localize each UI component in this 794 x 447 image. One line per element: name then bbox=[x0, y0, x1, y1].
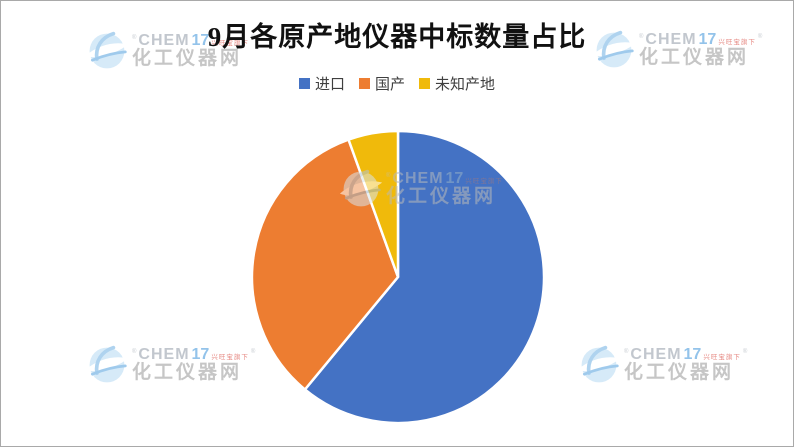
brand-17: 17 bbox=[445, 169, 464, 187]
site-name: 化工仪器网 bbox=[132, 48, 243, 70]
legend-item-unknown: 未知产地 bbox=[419, 73, 495, 94]
brand-tagline: 兴旺宝旗下 bbox=[718, 38, 756, 46]
chart-title: 9月各原产地仪器中标数量占比 bbox=[207, 22, 587, 52]
site-name: 化工仪器网 bbox=[386, 186, 497, 208]
brand-17: 17 bbox=[191, 31, 210, 49]
brand-chem: CHEM bbox=[138, 31, 190, 49]
registered-mark: ® bbox=[132, 34, 137, 41]
legend-label: 未知产地 bbox=[435, 77, 496, 93]
brand-chem: CHEM bbox=[138, 345, 190, 363]
chem17-watermark-bottom-left: ® CHEM 17 兴旺宝旗下 ® 化工仪器网 bbox=[85, 343, 255, 387]
pie-slice-进口 bbox=[303, 129, 546, 425]
legend-swatch-unknown bbox=[419, 78, 430, 89]
legend-item-import: 进口 bbox=[298, 73, 345, 94]
brand-17: 17 bbox=[683, 345, 702, 363]
brand-chem: CHEM bbox=[630, 345, 682, 363]
legend-swatch-domestic bbox=[358, 78, 370, 89]
chart-legend: 进口 国产 未知产地 bbox=[1, 73, 793, 94]
registered-mark: ® bbox=[639, 33, 644, 40]
chem17-watermark-top-right: ® CHEM 17 兴旺宝旗下 ® 化工仪器网 bbox=[592, 28, 762, 72]
registered-mark: ® bbox=[624, 348, 629, 355]
legend-label: 进口 bbox=[314, 77, 345, 93]
brand-tagline: 兴旺宝旗下 bbox=[465, 177, 503, 185]
brand-tagline: 兴旺宝旗下 bbox=[703, 353, 741, 361]
legend-label: 国产 bbox=[374, 77, 405, 93]
site-name: 化工仪器网 bbox=[639, 47, 750, 69]
registered-mark: ® bbox=[742, 348, 748, 355]
legend-item-domestic: 国产 bbox=[358, 73, 405, 94]
registered-mark: ® bbox=[132, 348, 137, 355]
registered-mark: ® bbox=[250, 348, 256, 355]
brand-17: 17 bbox=[191, 345, 210, 363]
brand-tagline: 兴旺宝旗下 bbox=[211, 353, 249, 361]
brand-tagline: 兴旺宝旗下 bbox=[211, 39, 249, 47]
chem17-globe-icon bbox=[339, 169, 383, 209]
site-name: 化工仪器网 bbox=[624, 362, 735, 384]
registered-mark: ® bbox=[386, 172, 391, 179]
registered-mark: ® bbox=[250, 34, 256, 41]
chem17-watermark-center: ® CHEM 17 兴旺宝旗下 化工仪器网 bbox=[339, 167, 503, 211]
brand-chem: CHEM bbox=[392, 169, 444, 187]
chem17-watermark-bottom-right: ® CHEM 17 兴旺宝旗下 ® 化工仪器网 bbox=[577, 343, 747, 387]
chem17-globe-icon bbox=[85, 345, 129, 385]
brand-17: 17 bbox=[698, 30, 717, 48]
brand-chem: CHEM bbox=[645, 30, 697, 48]
legend-swatch-import bbox=[298, 78, 310, 89]
site-name: 化工仪器网 bbox=[132, 362, 243, 384]
chem17-watermark-top-left: ® CHEM 17 兴旺宝旗下 ® 化工仪器网 bbox=[85, 29, 255, 73]
pie-slice-未知产地 bbox=[347, 129, 400, 279]
chem17-globe-icon bbox=[577, 345, 621, 385]
registered-mark: ® bbox=[757, 33, 763, 40]
